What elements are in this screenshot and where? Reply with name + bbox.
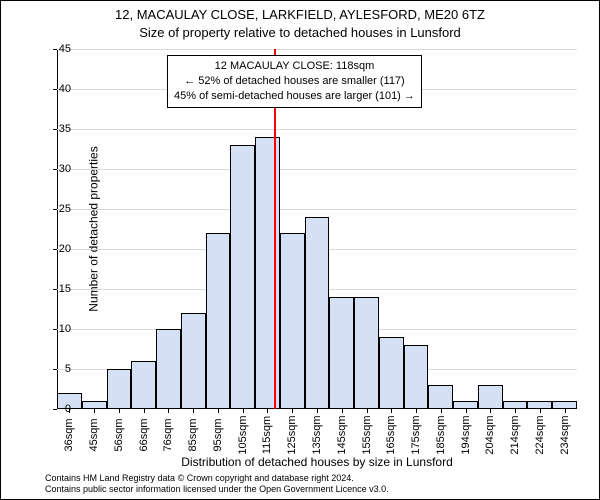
histogram-bar — [107, 369, 132, 409]
y-tick-label: 20 — [41, 243, 71, 255]
gridline — [57, 169, 577, 170]
x-tick-label: 224sqm — [534, 415, 546, 454]
title-line-1: 12, MACAULAY CLOSE, LARKFIELD, AYLESFORD… — [1, 7, 599, 22]
credits-line-2: Contains public sector information licen… — [45, 484, 589, 495]
x-tick-label: 194sqm — [460, 415, 472, 454]
x-tick-label: 95sqm — [212, 418, 224, 451]
x-tick-mark — [94, 409, 95, 413]
x-tick-mark — [490, 409, 491, 413]
x-tick-mark — [342, 409, 343, 413]
histogram-bar — [428, 385, 453, 409]
y-tick-label: 0 — [41, 403, 71, 415]
x-tick-label: 204sqm — [484, 415, 496, 454]
y-tick-label: 35 — [41, 123, 71, 135]
x-tick-mark — [168, 409, 169, 413]
histogram-bar — [230, 145, 255, 409]
x-tick-label: 155sqm — [361, 415, 373, 454]
histogram-bar — [329, 297, 354, 409]
x-tick-mark — [267, 409, 268, 413]
histogram-bar — [280, 233, 305, 409]
histogram-bar — [379, 337, 404, 409]
x-tick-mark — [515, 409, 516, 413]
x-tick-label: 234sqm — [559, 415, 571, 454]
x-tick-label: 36sqm — [63, 418, 75, 451]
histogram-bar — [305, 217, 330, 409]
x-tick-mark — [466, 409, 467, 413]
histogram-bar — [552, 401, 577, 409]
x-tick-mark — [367, 409, 368, 413]
x-tick-label: 66sqm — [138, 418, 150, 451]
title-line-2: Size of property relative to detached ho… — [1, 25, 599, 40]
annotation-line-1: 12 MACAULAY CLOSE: 118sqm — [174, 59, 415, 74]
x-tick-label: 145sqm — [336, 415, 348, 454]
credits-line-1: Contains HM Land Registry data © Crown c… — [45, 473, 589, 484]
annotation-line-3: 45% of semi-detached houses are larger (… — [174, 89, 415, 104]
x-tick-label: 105sqm — [237, 415, 249, 454]
x-tick-mark — [292, 409, 293, 413]
x-tick-label: 135sqm — [311, 415, 323, 454]
x-tick-mark — [218, 409, 219, 413]
histogram-bar — [82, 401, 107, 409]
x-tick-label: 165sqm — [385, 415, 397, 454]
gridline — [57, 49, 577, 50]
y-tick-label: 5 — [41, 363, 71, 375]
x-tick-label: 185sqm — [435, 415, 447, 454]
x-tick-label: 115sqm — [261, 416, 273, 454]
x-tick-mark — [317, 409, 318, 413]
x-tick-label: 76sqm — [162, 418, 174, 451]
y-tick-label: 25 — [41, 203, 71, 215]
x-tick-mark — [119, 409, 120, 413]
figure: 12, MACAULAY CLOSE, LARKFIELD, AYLESFORD… — [0, 0, 600, 500]
x-tick-mark — [416, 409, 417, 413]
histogram-bar — [131, 361, 156, 409]
histogram-bar — [527, 401, 552, 409]
x-tick-label: 175sqm — [410, 415, 422, 454]
x-tick-mark — [144, 409, 145, 413]
histogram-bar — [453, 401, 478, 409]
histogram-bar — [156, 329, 181, 409]
y-tick-label: 40 — [41, 83, 71, 95]
gridline — [57, 209, 577, 210]
x-tick-label: 56sqm — [113, 418, 125, 451]
x-tick-mark — [243, 409, 244, 413]
histogram-bar — [354, 297, 379, 409]
x-tick-mark — [441, 409, 442, 413]
y-tick-label: 45 — [41, 43, 71, 55]
y-tick-label: 15 — [41, 283, 71, 295]
x-tick-mark — [391, 409, 392, 413]
plot-area: 36sqm45sqm56sqm66sqm76sqm85sqm95sqm105sq… — [57, 49, 577, 409]
histogram-bar — [181, 313, 206, 409]
histogram-bar — [503, 401, 528, 409]
x-tick-label: 214sqm — [509, 415, 521, 454]
x-tick-label: 85sqm — [187, 418, 199, 451]
y-tick-label: 10 — [41, 323, 71, 335]
x-tick-mark — [540, 409, 541, 413]
histogram-bar — [478, 385, 503, 409]
annotation-line-2: ← 52% of detached houses are smaller (11… — [174, 74, 415, 89]
histogram-bar — [206, 233, 231, 409]
histogram-bar — [404, 345, 429, 409]
x-tick-mark — [193, 409, 194, 413]
histogram-bar — [255, 137, 280, 409]
x-tick-label: 125sqm — [286, 415, 298, 454]
x-tick-mark — [565, 409, 566, 413]
y-tick-label: 30 — [41, 163, 71, 175]
x-axis-label: Distribution of detached houses by size … — [57, 455, 577, 469]
x-tick-label: 45sqm — [88, 418, 100, 451]
credits: Contains HM Land Registry data © Crown c… — [45, 473, 589, 495]
gridline — [57, 129, 577, 130]
annotation-box: 12 MACAULAY CLOSE: 118sqm ← 52% of detac… — [167, 55, 422, 108]
y-axis-line — [57, 49, 58, 409]
